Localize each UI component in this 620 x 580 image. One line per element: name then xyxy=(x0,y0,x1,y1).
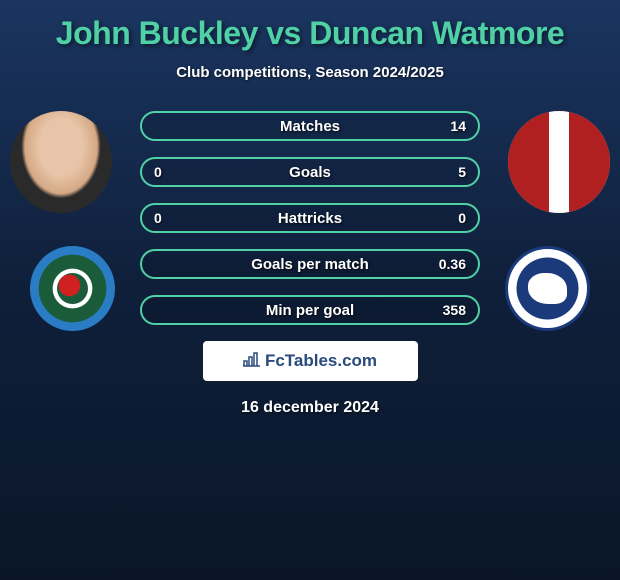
stat-right-value: 358 xyxy=(443,302,466,318)
subtitle: Club competitions, Season 2024/2025 xyxy=(10,64,610,81)
chart-icon xyxy=(243,351,261,372)
stat-row-goals-per-match: Goals per match 0.36 xyxy=(140,249,480,279)
stat-label: Goals per match xyxy=(251,256,369,273)
player1-club-badge xyxy=(30,246,115,331)
stat-right-value: 0 xyxy=(458,210,466,226)
player2-photo xyxy=(508,111,610,213)
stat-row-hattricks: 0 Hattricks 0 xyxy=(140,203,480,233)
player2-avatar xyxy=(508,111,610,213)
stat-row-min-per-goal: Min per goal 358 xyxy=(140,295,480,325)
logo-text: FcTables.com xyxy=(265,351,377,371)
stat-right-value: 0.36 xyxy=(439,256,466,272)
player2-club-badge xyxy=(505,246,590,331)
stat-left-value: 0 xyxy=(154,164,162,180)
stat-row-matches: Matches 14 xyxy=(140,111,480,141)
stat-row-goals: 0 Goals 5 xyxy=(140,157,480,187)
stat-right-value: 5 xyxy=(458,164,466,180)
date-text: 16 december 2024 xyxy=(20,399,600,417)
stat-label: Goals xyxy=(289,164,331,181)
stat-label: Min per goal xyxy=(266,302,354,319)
stat-right-value: 14 xyxy=(450,118,466,134)
stat-label: Matches xyxy=(280,118,340,135)
fctables-logo: FcTables.com xyxy=(203,341,418,381)
stat-left-value: 0 xyxy=(154,210,162,226)
player1-avatar xyxy=(10,111,112,213)
comparison-title: John Buckley vs Duncan Watmore xyxy=(10,15,610,52)
player1-photo xyxy=(10,111,112,213)
stat-rows: Matches 14 0 Goals 5 0 Hattricks 0 Goals… xyxy=(140,111,480,325)
stat-label: Hattricks xyxy=(278,210,342,227)
stats-area: Matches 14 0 Goals 5 0 Hattricks 0 Goals… xyxy=(10,111,610,417)
